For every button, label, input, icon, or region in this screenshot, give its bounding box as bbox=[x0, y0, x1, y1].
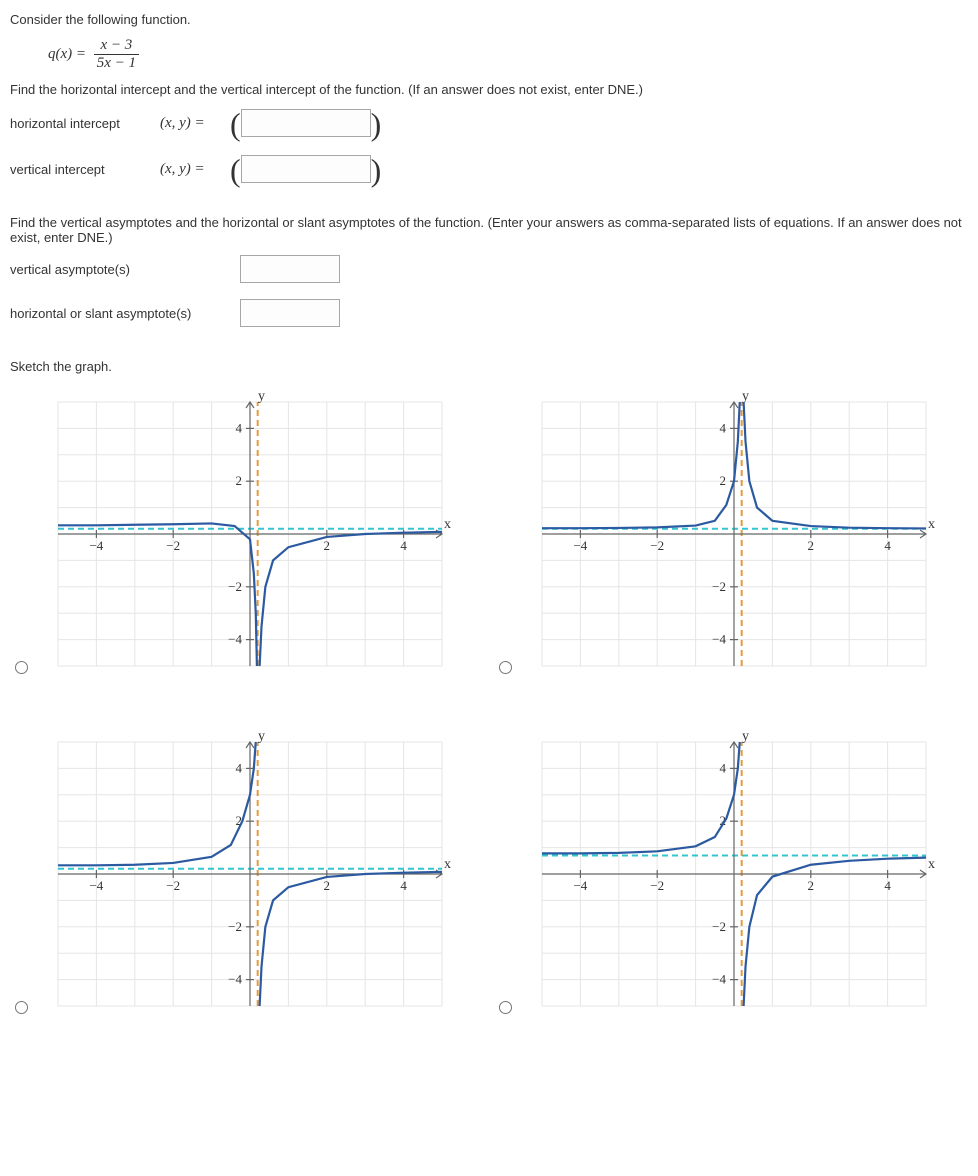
svg-text:−2: −2 bbox=[166, 878, 180, 893]
svg-text:−4: −4 bbox=[89, 538, 103, 553]
svg-text:2: 2 bbox=[720, 473, 727, 488]
svg-text:−2: −2 bbox=[712, 579, 726, 594]
graph-option-4: −4−224−4−224xy bbox=[524, 724, 944, 1024]
horizontal-intercept-input[interactable] bbox=[241, 109, 371, 137]
vertical-asymptote-input[interactable] bbox=[240, 255, 340, 283]
function-definition: q(x) = x − 3 5x − 1 bbox=[48, 37, 968, 72]
svg-text:4: 4 bbox=[884, 538, 891, 553]
svg-text:4: 4 bbox=[400, 538, 407, 553]
horizontal-intercept-label: horizontal intercept bbox=[10, 116, 160, 131]
graph-radio-3[interactable] bbox=[15, 1001, 28, 1014]
open-paren-icon-2: ( bbox=[230, 161, 241, 180]
svg-text:−2: −2 bbox=[228, 579, 242, 594]
svg-text:4: 4 bbox=[720, 420, 727, 435]
graph-radio-1[interactable] bbox=[15, 661, 28, 674]
svg-text:x: x bbox=[928, 857, 935, 872]
svg-text:y: y bbox=[258, 729, 265, 744]
svg-text:2: 2 bbox=[324, 538, 331, 553]
svg-text:−2: −2 bbox=[166, 538, 180, 553]
svg-text:y: y bbox=[258, 389, 265, 404]
graph-option-3: −4−224−4−224xy bbox=[40, 724, 460, 1024]
svg-text:y: y bbox=[742, 389, 749, 404]
svg-text:x: x bbox=[444, 517, 451, 532]
graph-option-1: −4 −2 2 4 −4 −2 2 4 x y bbox=[40, 384, 460, 684]
vertical-intercept-input[interactable] bbox=[241, 155, 371, 183]
xy-equals: (x, y) = bbox=[160, 115, 205, 131]
svg-text:x: x bbox=[928, 517, 935, 532]
intercepts-prompt: Find the horizontal intercept and the ve… bbox=[10, 82, 968, 97]
svg-text:−2: −2 bbox=[228, 919, 242, 934]
close-paren-icon-2: ) bbox=[371, 161, 382, 180]
svg-text:−4: −4 bbox=[573, 878, 587, 893]
svg-text:2: 2 bbox=[808, 878, 815, 893]
close-paren-icon: ) bbox=[371, 115, 382, 134]
svg-text:−4: −4 bbox=[89, 878, 103, 893]
vertical-asymptote-label: vertical asymptote(s) bbox=[10, 262, 240, 277]
vertical-intercept-label: vertical intercept bbox=[10, 162, 160, 177]
graph-radio-2[interactable] bbox=[499, 661, 512, 674]
svg-text:4: 4 bbox=[720, 760, 727, 775]
svg-text:2: 2 bbox=[236, 473, 243, 488]
svg-text:−4: −4 bbox=[228, 632, 242, 647]
graph-option-2: −4 −2 2 4 −4 −2 2 4 x y bbox=[524, 384, 944, 684]
svg-text:−4: −4 bbox=[573, 538, 587, 553]
svg-text:4: 4 bbox=[236, 420, 243, 435]
svg-text:−4: −4 bbox=[712, 972, 726, 987]
svg-text:−4: −4 bbox=[228, 972, 242, 987]
svg-text:2: 2 bbox=[324, 878, 331, 893]
fraction-numerator: x − 3 bbox=[94, 37, 139, 55]
open-paren-icon: ( bbox=[230, 115, 241, 134]
intro-text: Consider the following function. bbox=[10, 12, 968, 27]
graph-radio-4[interactable] bbox=[499, 1001, 512, 1014]
asymptotes-prompt: Find the vertical asymptotes and the hor… bbox=[10, 215, 968, 245]
horizontal-asymptote-input[interactable] bbox=[240, 299, 340, 327]
svg-text:−4: −4 bbox=[712, 632, 726, 647]
sketch-label: Sketch the graph. bbox=[10, 359, 968, 374]
function-fraction: x − 3 5x − 1 bbox=[94, 37, 139, 72]
svg-text:4: 4 bbox=[236, 760, 243, 775]
xy-equals-2: (x, y) = bbox=[160, 161, 205, 177]
function-lhs: q(x) = bbox=[48, 46, 90, 62]
svg-text:y: y bbox=[742, 729, 749, 744]
svg-text:−2: −2 bbox=[712, 919, 726, 934]
svg-text:2: 2 bbox=[808, 538, 815, 553]
svg-text:−2: −2 bbox=[650, 878, 664, 893]
horizontal-asymptote-label: horizontal or slant asymptote(s) bbox=[10, 306, 240, 321]
svg-text:x: x bbox=[444, 857, 451, 872]
svg-text:4: 4 bbox=[400, 878, 407, 893]
svg-text:4: 4 bbox=[884, 878, 891, 893]
svg-text:−2: −2 bbox=[650, 538, 664, 553]
fraction-denominator: 5x − 1 bbox=[94, 55, 139, 72]
